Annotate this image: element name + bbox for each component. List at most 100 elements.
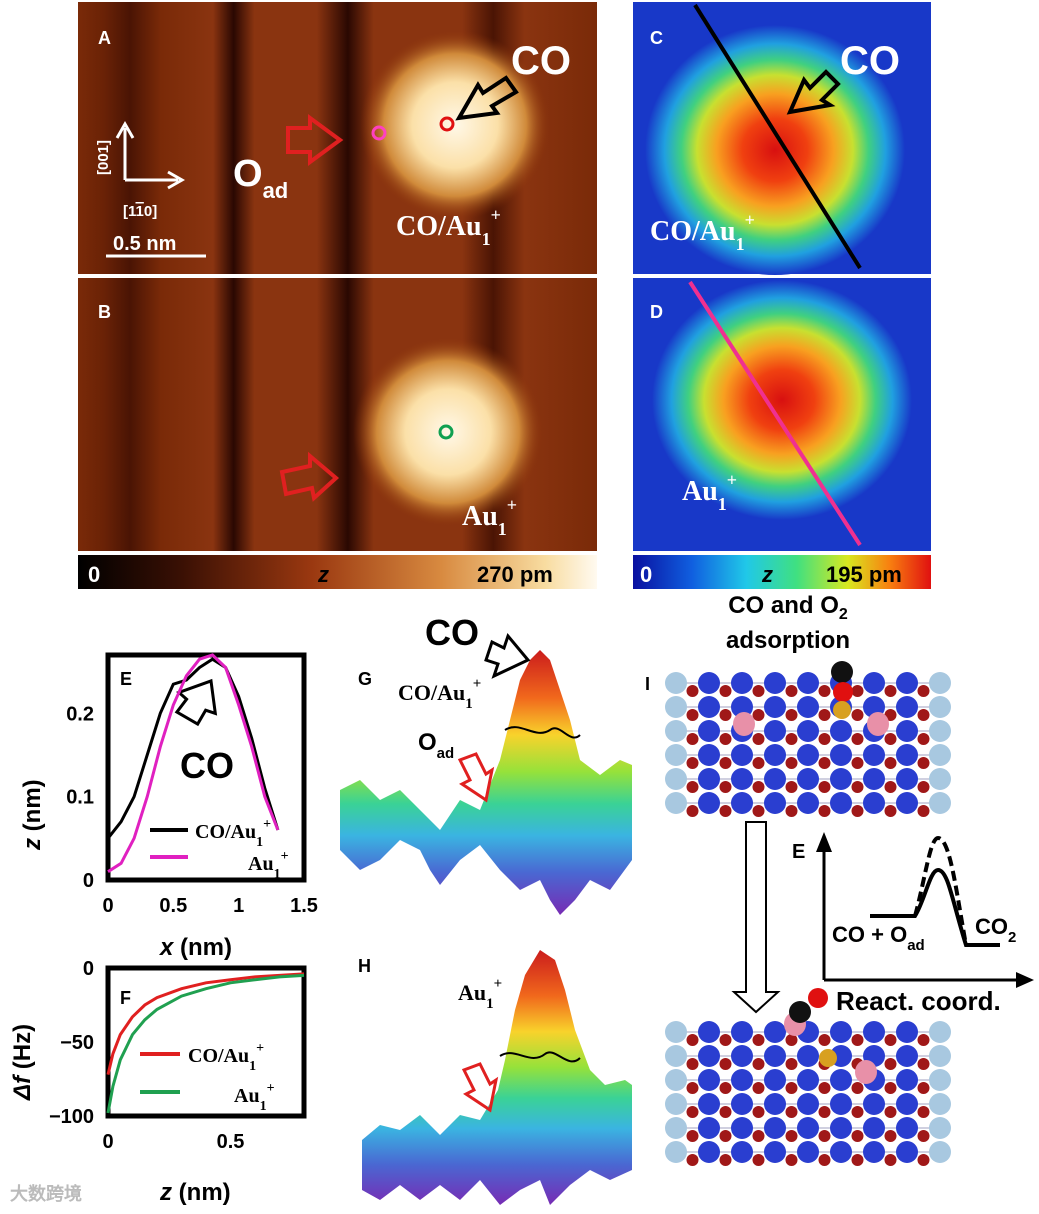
panel-i-title-sub: 2 [839,606,848,623]
ce-atom [731,1069,753,1091]
o-lattice-atom [752,781,765,793]
energy-product-sub: 2 [1008,929,1016,946]
ce-atom [665,792,687,814]
panel-a: A CO Oad CO/Au1+ [001] [110] 0.5 nm [78,2,597,274]
ce-atom [929,768,951,790]
o-lattice-atom [785,1034,798,1046]
o-lattice-atom [818,1082,831,1094]
o-lattice-atom [752,1058,765,1070]
panel-h-sup: + [494,976,503,992]
ce-atom [830,1069,852,1091]
o-lattice-atom [785,709,798,721]
ce-atom [896,672,918,694]
energy-product: CO [975,914,1008,939]
panel-d: D Au1+ [633,278,931,551]
ce-atom [764,768,786,790]
ce-atom [764,744,786,766]
chart-e-series-1 [106,657,280,840]
o-lattice-atom [884,733,897,745]
svg-text:CO/Au1+: CO/Au1+ [398,676,481,712]
panel-h-sub: 1 [486,996,494,1012]
ce-atom [929,696,951,718]
o-lattice-atom [917,1082,930,1094]
chart-e-xtick: 1 [233,895,244,917]
o-lattice-atom [686,1106,699,1118]
bottom-o-atom [808,988,828,1008]
chart-e-legend-2-sub: 1 [274,867,281,882]
o-lattice-atom [884,781,897,793]
watermark-text: 大数跨境 [10,1183,82,1204]
ce-atom [665,744,687,766]
o-lattice-atom [785,1106,798,1118]
o-lattice-atom [719,1058,732,1070]
o-lattice-atom [686,1082,699,1094]
bottom-c-atom [789,1001,811,1023]
ce-atom [863,1021,885,1043]
ce-atom [698,696,720,718]
ce-atom [764,1093,786,1115]
ce-atom [929,672,951,694]
panel-c-sub: 1 [736,234,745,254]
dir-x-label: [1 [123,203,136,220]
ce-atom [797,768,819,790]
panel-b-sub: 1 [498,519,507,539]
d-profile-line [688,280,862,547]
chart-e-ylabel: z [19,838,46,851]
dir-y-label: [001] [95,140,112,175]
svg-text:Δf (Hz): Δf (Hz) [9,1024,36,1101]
colorbar-right: 0 z 195 pm [633,555,931,589]
o-lattice-atom [818,733,831,745]
panel-g-sup: + [473,676,482,692]
o-lattice-atom [884,1034,897,1046]
o-lattice-atom [686,1058,699,1070]
o-lattice-atom [719,1034,732,1046]
svg-text:Au1+: Au1+ [462,495,517,539]
o-lattice-atom [917,733,930,745]
ce-atom [929,1093,951,1115]
panel-g-species: CO/Au [398,680,465,705]
o-lattice-atom [884,1154,897,1166]
b-arrow-icon [279,451,340,502]
ce-atom [764,720,786,742]
svg-text:CO/Au1+: CO/Au1+ [188,1041,264,1074]
o-lattice-atom [818,1130,831,1142]
chart-f-ytick: −100 [49,1106,94,1128]
ce-atom [731,696,753,718]
chart-f-legend-1-sub: 1 [249,1059,256,1074]
ce-atom [896,1117,918,1139]
chart-f-xtick: 0 [102,1131,113,1153]
ce-atom [731,744,753,766]
svg-text:Au1+: Au1+ [248,849,289,882]
o-lattice-atom [917,757,930,769]
o-lattice-atom [686,1130,699,1142]
o-lattice-atom [917,1106,930,1118]
ce-atom [665,1045,687,1067]
chart-e-xtick: 0 [102,895,113,917]
chart-e-yunit: (nm) [19,779,46,831]
top-au-atom [833,701,851,719]
panel-d-sub: 1 [718,494,727,514]
ce-atom [863,1117,885,1139]
ce-atom [896,744,918,766]
svg-text:Au1+: Au1+ [682,470,737,514]
o-lattice-atom [851,757,864,769]
panel-b-sup: + [507,495,517,515]
panel-c: C CO CO/Au1+ [633,2,931,275]
o-lattice-atom [752,1034,765,1046]
ce-atom [797,1141,819,1163]
vacancy-atom [733,712,755,736]
panel-a-sub: 1 [482,229,491,249]
o-lattice-atom [851,805,864,817]
panel-d-sup: + [727,470,737,490]
o-lattice-atom [917,1130,930,1142]
ce-atom [896,720,918,742]
o-lattice-atom [719,1154,732,1166]
vacancy-atom [867,712,889,736]
svg-text:CO + Oad: CO + Oad [832,922,925,954]
o-lattice-atom [917,805,930,817]
vacancy-atom [855,1060,877,1084]
panel-g-sub: 1 [465,696,473,712]
ce-atom [764,672,786,694]
o-lattice-atom [719,805,732,817]
ce-atom [896,696,918,718]
